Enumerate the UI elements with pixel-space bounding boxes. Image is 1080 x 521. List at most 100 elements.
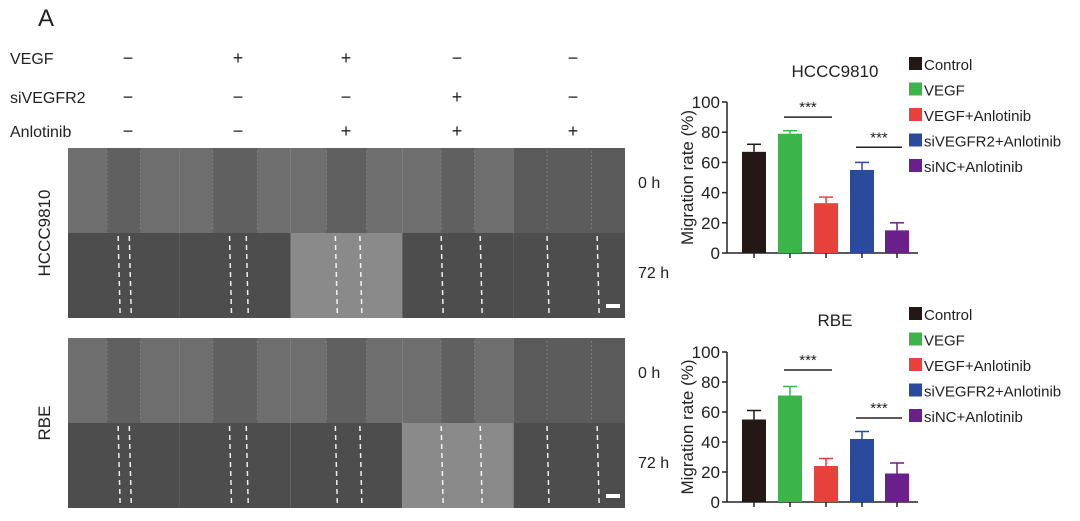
legend-swatch [909,409,922,422]
legend-swatch [909,332,922,346]
bar-siNC+Anlotinib [885,473,909,502]
scratch-image [68,233,180,318]
cell-line-label: RBE [35,406,54,441]
significance-stars: *** [870,129,888,146]
y-tick-label: 40 [701,433,720,452]
treatment-table: VEGF − + + − − siVEGFR2 − − − + − Anlotinib − − + + + [10,48,578,141]
wound-edge-line [596,235,600,316]
legend-label: Control [924,307,972,324]
y-axis-label: Migration rate (%) [678,110,697,245]
legend-swatch [909,133,922,147]
bar-chart-HCCC9810: HCCC9810 Migration rate (%) 0 20 40 60 80 100 **… [678,57,1061,263]
scratch-image [68,423,180,508]
wound-edge-line [117,425,121,506]
y-axis-label: Migration rate (%) [678,359,697,494]
treatment-sign: + [568,121,579,141]
cell-line-label: HCCC9810 [35,190,54,277]
scratch-gap [212,148,258,233]
wound-edge-line [546,235,550,316]
scratch-image [402,423,514,508]
legend-swatch [909,358,922,371]
legend-swatch [909,383,922,397]
wound-edge-line [546,425,550,506]
wound-edge-line [359,425,363,506]
legend-label: siNC+Anlotinib [924,409,1023,426]
treatment-sign: + [233,48,244,68]
bar-siVEGFR2+Anlotinib [850,169,874,253]
treatment-sign: + [452,121,463,141]
wound-edge-line [245,235,249,316]
significance-stars: *** [799,99,817,116]
legend-label: VEGF+Anlotinib [924,108,1031,125]
significance-stars: *** [799,352,817,369]
scratch-image [179,423,291,508]
time-label: 72 h [638,455,669,472]
legend-label: siNC+Anlotinib [924,159,1023,176]
legend-swatch [909,82,922,96]
scratch-gap [441,338,475,423]
bar-charts: HCCC9810 Migration rate (%) 0 20 40 60 80 100 **… [678,57,1061,512]
y-tick-label: 100 [692,93,720,112]
wound-edge-line [228,425,233,506]
treatment-label: VEGF [10,51,54,68]
treatment-sign: − [341,87,352,107]
scratch-image [290,423,403,508]
wound-edge-line [334,425,339,506]
treatment-sign: − [452,48,463,68]
scratch-gap [326,148,367,233]
bar-Control [742,419,766,502]
treatment-sign: − [123,48,134,68]
wound-edge-line [128,425,133,506]
treatment-sign: + [452,87,463,107]
bar-VEGF+Anlotinib [814,466,838,502]
wound-edge-line [128,235,133,316]
bar-VEGF+Anlotinib [814,203,838,253]
bar-VEGF [778,133,802,253]
treatment-sign: − [123,87,134,107]
y-tick-label: 40 [701,184,720,203]
y-tick-label: 20 [701,463,720,482]
treatment-sign: − [233,121,244,141]
y-tick-label: 100 [692,343,720,362]
scratch-gap [212,338,258,423]
wound-edge-line [479,425,483,506]
treatment-sign: + [341,48,352,68]
bar-VEGF [778,395,802,502]
bar-siNC+Anlotinib [885,230,909,253]
bar-Control [742,151,766,253]
y-tick-label: 60 [701,153,720,172]
y-tick-label: 20 [701,214,720,233]
wound-edge-line [440,235,444,316]
scratch-gap [106,338,141,423]
scratch-gap [326,338,367,423]
scratch-gap [441,148,475,233]
legend-label: VEGF [924,333,965,350]
treatment-sign: + [341,121,352,141]
bar-siVEGFR2+Anlotinib [850,439,874,502]
treatment-label: Anlotinib [10,124,71,141]
legend-label: siVEGFR2+Anlotinib [924,134,1061,151]
legend-swatch [909,159,922,172]
scratch-image [290,233,403,318]
legend-label: VEGF+Anlotinib [924,358,1031,375]
panel-label: A [38,5,54,32]
legend-swatch [909,57,922,70]
legend-swatch [909,108,922,121]
chart-title: RBE [818,311,853,330]
micrograph-panels: HCCC9810 0 h 72 h RBE 0 h 72 h [35,148,669,508]
wound-edge-line [228,235,233,316]
legend-label: Control [924,57,972,74]
scratch-gap [106,148,141,233]
scratch-gap [547,338,592,423]
treatment-sign: − [123,121,134,141]
wound-edge-line [359,235,363,316]
scratch-gap [547,148,592,233]
wound-edge-line [245,425,249,506]
wound-edge-line [334,235,339,316]
legend-swatch [909,307,922,320]
bar-chart-RBE: RBE Migration rate (%) 0 20 40 60 80 100 *** *** C… [678,307,1061,512]
wound-edge-line [440,425,444,506]
significance-stars: *** [870,400,888,417]
time-label: 72 h [638,265,669,282]
